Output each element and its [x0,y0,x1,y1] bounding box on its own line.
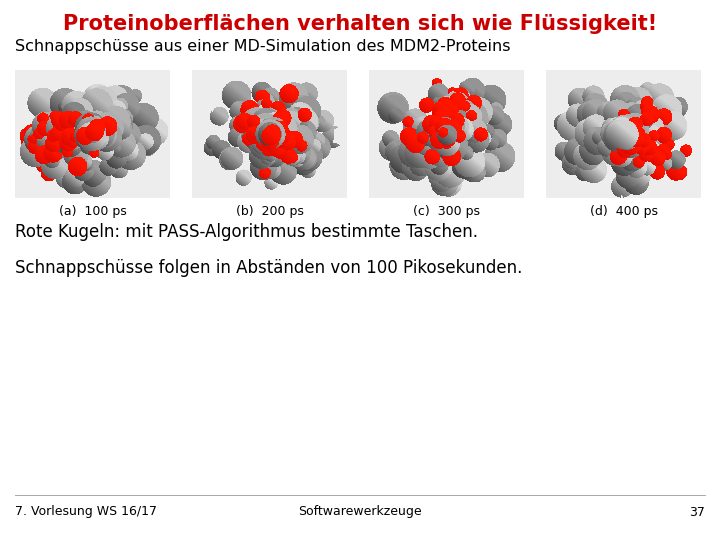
Text: Rote Kugeln: mit PASS-Algorithmus bestimmte Taschen.: Rote Kugeln: mit PASS-Algorithmus bestim… [15,223,478,241]
Text: (b)  200 ps: (b) 200 ps [235,206,303,219]
Text: (d)  400 ps: (d) 400 ps [590,206,657,219]
Text: Softwarewerkzeuge: Softwarewerkzeuge [298,505,422,518]
Text: 37: 37 [689,505,705,518]
Text: (a)  100 ps: (a) 100 ps [58,206,127,219]
Text: 7. Vorlesung WS 16/17: 7. Vorlesung WS 16/17 [15,505,157,518]
Text: Schnappschüsse folgen in Abständen von 100 Pikosekunden.: Schnappschüsse folgen in Abständen von 1… [15,259,523,277]
Text: (c)  300 ps: (c) 300 ps [413,206,480,219]
Text: Proteinoberflächen verhalten sich wie Flüssigkeit!: Proteinoberflächen verhalten sich wie Fl… [63,14,657,34]
Text: Schnappschüsse aus einer MD-Simulation des MDM2-Proteins: Schnappschüsse aus einer MD-Simulation d… [15,39,510,55]
